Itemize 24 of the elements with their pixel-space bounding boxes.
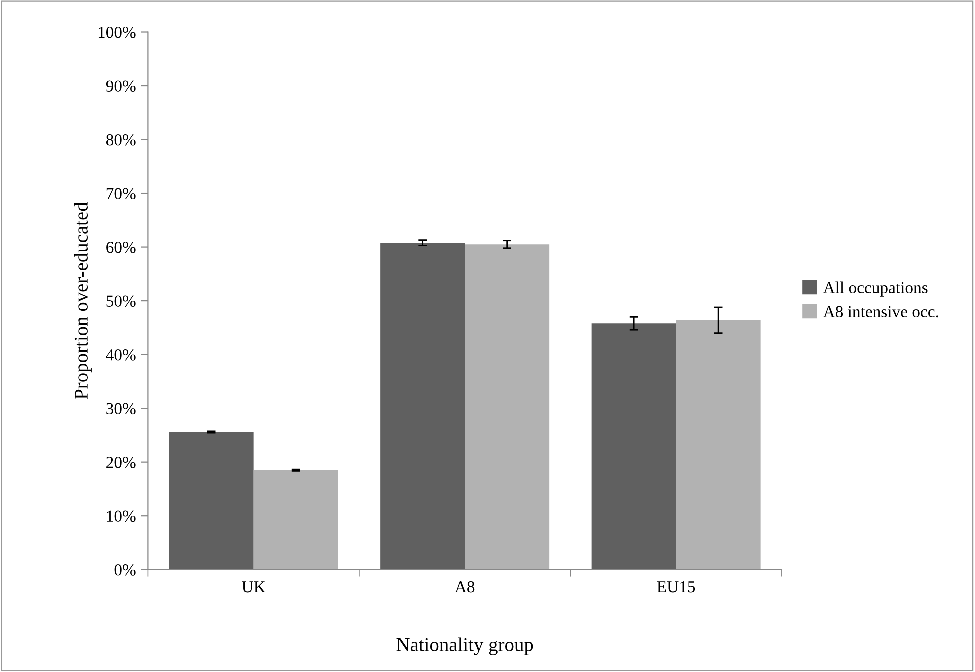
bar <box>676 320 761 570</box>
bar <box>254 470 338 570</box>
y-tick-label: 70% <box>106 188 136 200</box>
y-tick-label: 80% <box>106 134 136 146</box>
y-tick-label: 30% <box>106 403 136 415</box>
y-tick-label: 40% <box>106 350 136 361</box>
y-tick-label: 50% <box>106 296 136 308</box>
bar <box>465 244 550 570</box>
legend-label: All occupations <box>823 282 928 297</box>
bar <box>380 242 466 570</box>
legend-label: A8 intensive occ. <box>823 306 938 318</box>
y-tick-label: 60% <box>106 242 136 254</box>
y-tick-label: 90% <box>106 80 136 92</box>
bar <box>592 324 676 570</box>
y-tick-label: 100% <box>98 26 136 38</box>
x-tick-label: A8 <box>455 581 475 593</box>
x-axis-title: Nationality group <box>396 638 534 656</box>
x-tick-label: EU15 <box>657 582 696 593</box>
x-tick-label: UK <box>242 582 266 593</box>
y-tick-label: 0% <box>114 564 136 576</box>
y-tick-label: 20% <box>106 457 136 468</box>
y-axis-title: Proportion over-educated <box>74 202 92 400</box>
y-tick-label: 10% <box>107 510 136 522</box>
bar <box>169 432 254 570</box>
